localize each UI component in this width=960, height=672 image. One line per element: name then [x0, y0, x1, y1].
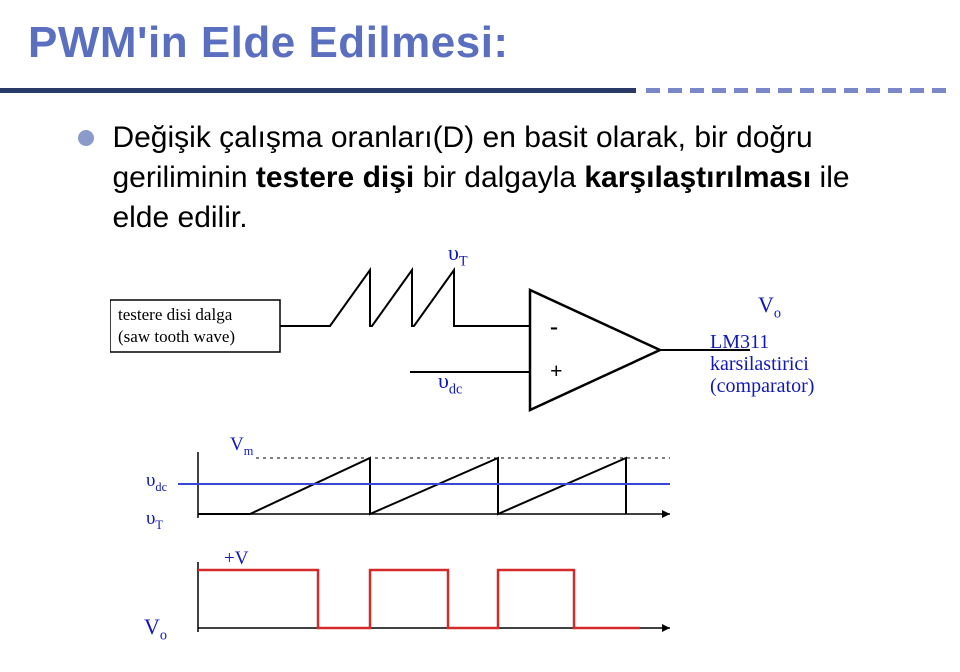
svg-text:Vm: Vm [230, 434, 254, 458]
svg-text:Vo: Vo [758, 292, 781, 322]
svg-text:(saw tooth wave): (saw tooth wave) [118, 327, 235, 346]
underline-dash [690, 88, 704, 93]
underline-dash [778, 88, 792, 93]
svg-text:υT: υT [448, 240, 468, 270]
underline-dash [734, 88, 748, 93]
svg-text:Vo: Vo [144, 614, 167, 640]
underline-dash [800, 88, 814, 93]
svg-text:LM311: LM311 [710, 331, 769, 353]
svg-text:karsilastirici: karsilastirici [710, 353, 809, 375]
underline-dash [866, 88, 880, 93]
svg-text:testere disi dalga: testere disi dalga [118, 305, 233, 324]
pwm-diagram: testere disi dalga (saw tooth wave) υT υdc -… [110, 240, 870, 640]
svg-text:υT: υT [146, 508, 163, 532]
underline-dash [844, 88, 858, 93]
bullet-dot-icon [78, 130, 94, 146]
svg-text:-: - [550, 314, 558, 340]
underline-dash [888, 88, 902, 93]
svg-text:+: + [550, 358, 563, 383]
title-underline [0, 88, 960, 106]
page-title: PWM'in Elde Edilmesi: [28, 18, 509, 68]
svg-text:(comparator): (comparator) [710, 375, 814, 397]
underline-dash [668, 88, 682, 93]
underline-dash [822, 88, 836, 93]
underline-dash [932, 88, 946, 93]
bullet-item: Değişik çalışma oranları(D) en basit ola… [78, 118, 908, 238]
svg-text:υdc: υdc [146, 470, 168, 494]
bullet-text: Değişik çalışma oranları(D) en basit ola… [112, 118, 892, 238]
underline-dash [712, 88, 726, 93]
underline-dash [646, 88, 660, 93]
underline-dash [756, 88, 770, 93]
svg-text:+V: +V [224, 548, 249, 569]
underline-solid [0, 88, 636, 93]
underline-dash [910, 88, 924, 93]
